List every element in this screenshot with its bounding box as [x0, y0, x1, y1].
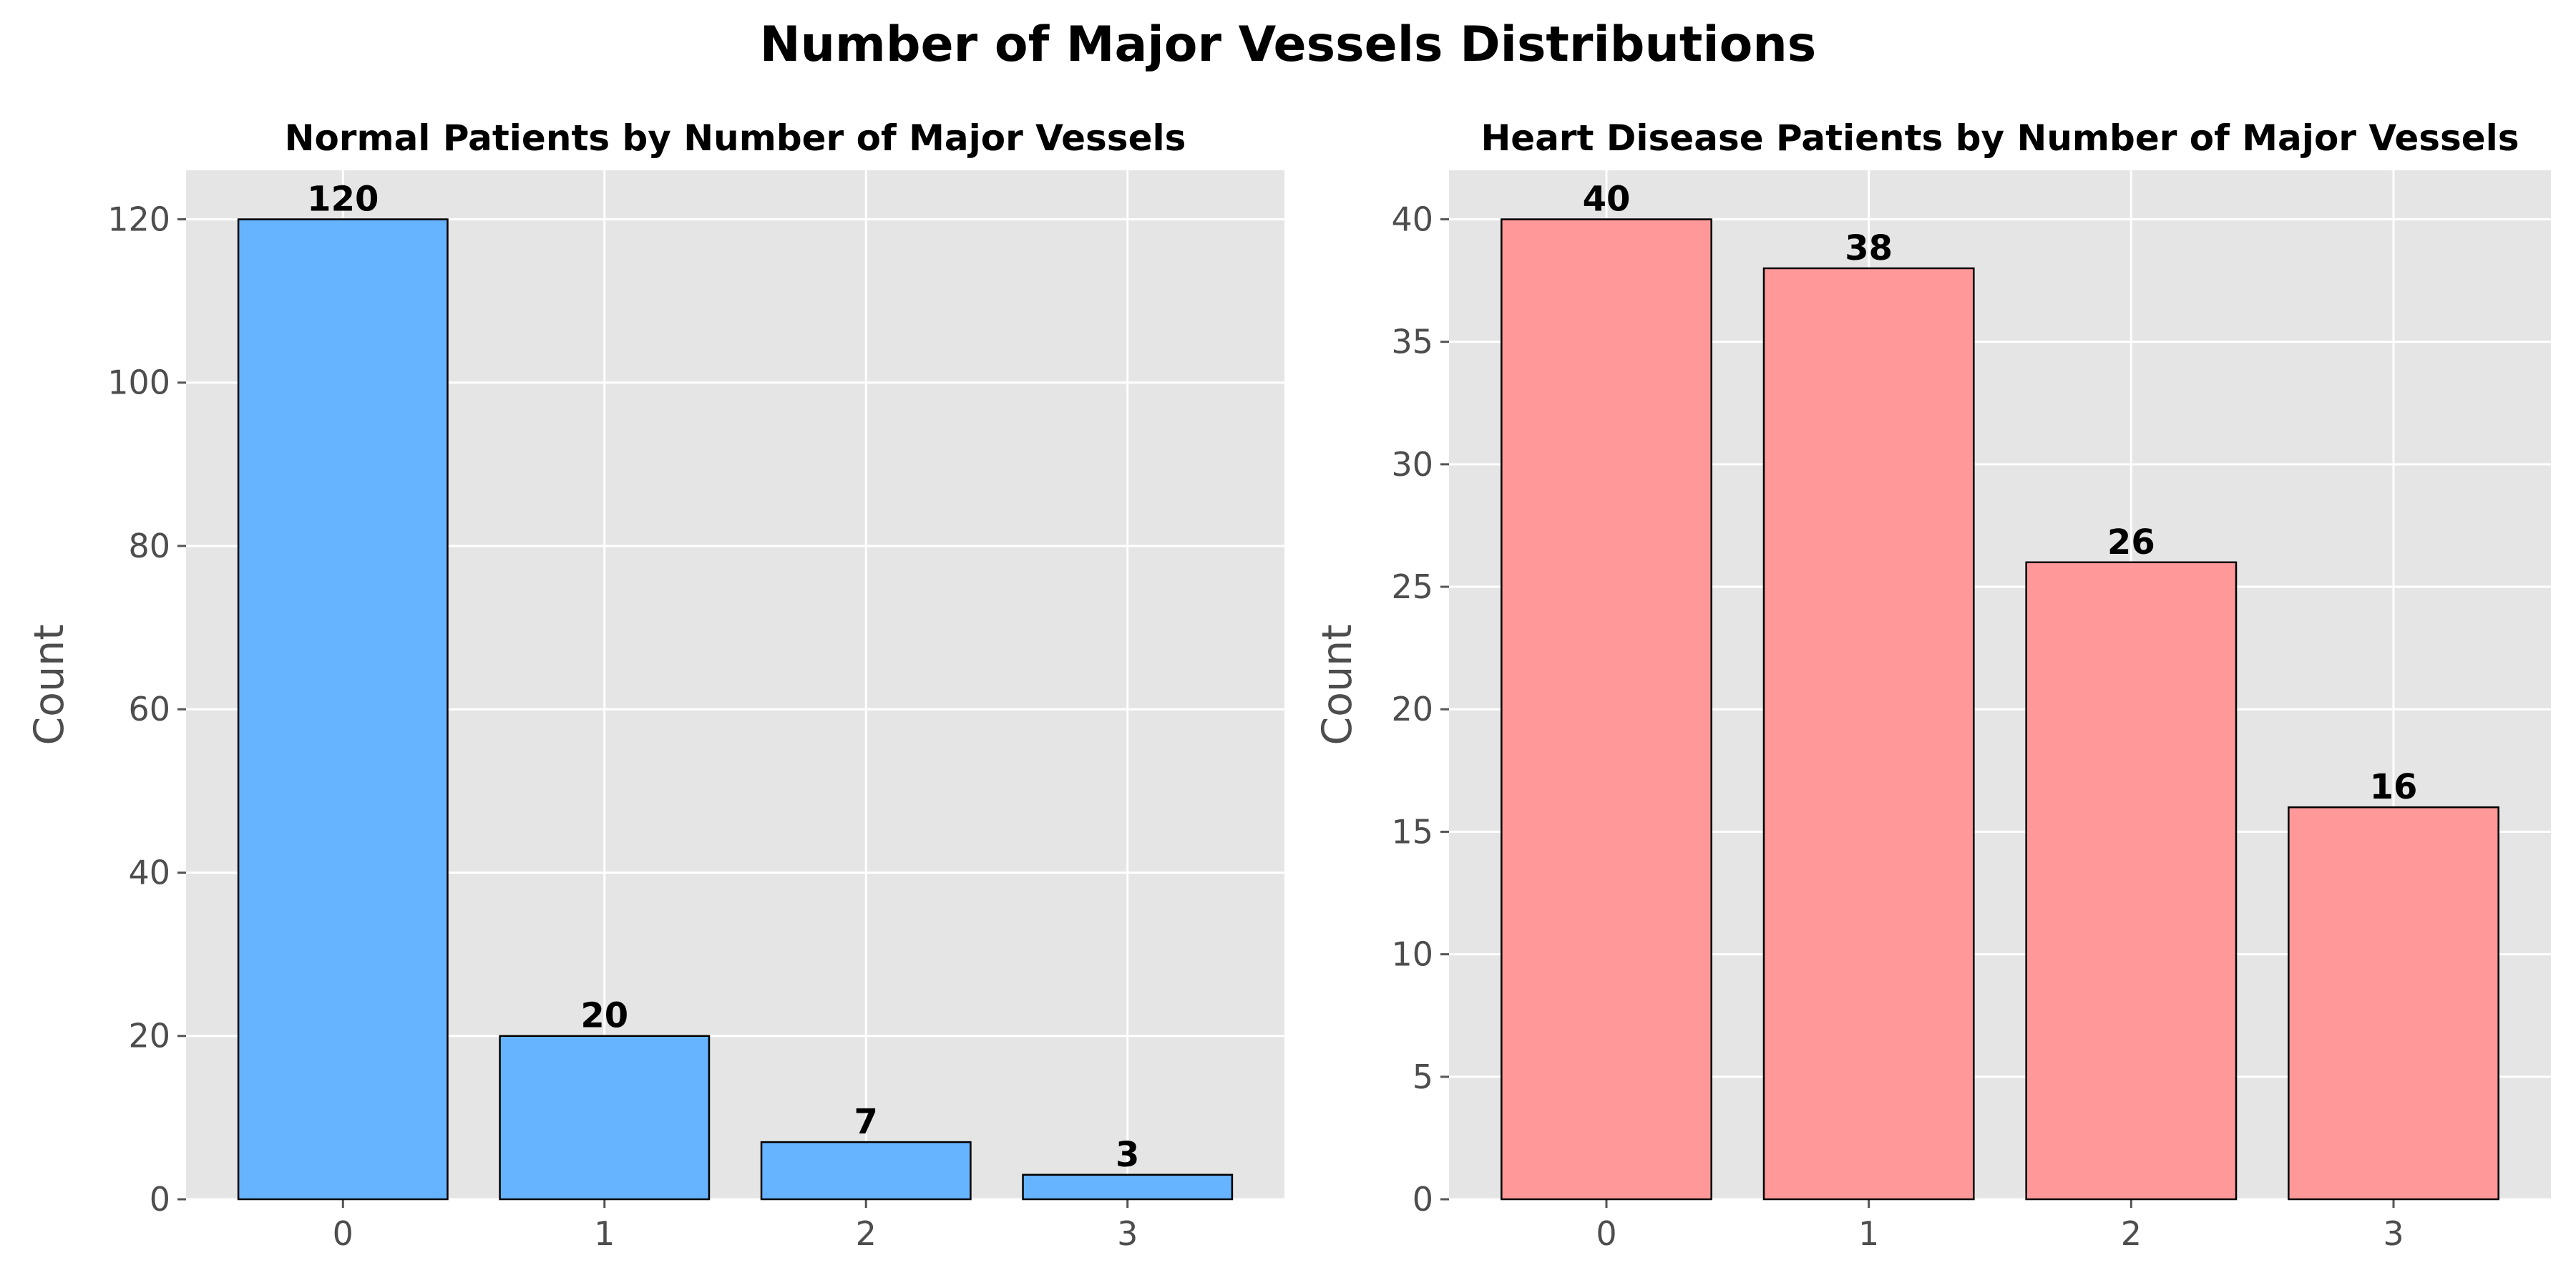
heart-disease-y-tick-label: 20 [1391, 690, 1433, 728]
heart-disease-bar-2 [2025, 561, 2238, 1201]
heart-disease-y-tick-label: 35 [1391, 323, 1433, 361]
heart-disease-bar-0 [1501, 218, 1712, 1201]
heart-disease-bar-value-label: 16 [2370, 767, 2418, 807]
heart-disease-bar-3 [2288, 806, 2499, 1201]
heart-disease-x-tick-label: 3 [2383, 1214, 2404, 1253]
chart-panel-heart-disease: 0 5 10 15 20 25 30 35 40 0 1 2 3 40 38 26 16 Heart Diseas… [1314, 117, 2551, 1253]
normal-bar-value-label: 20 [580, 996, 628, 1036]
normal-x-tick-label: 1 [594, 1214, 615, 1253]
normal-y-axis-label: Count [26, 624, 73, 745]
heart-disease-y-tick-label: 0 [1413, 1180, 1433, 1219]
normal-x-tick-label: 3 [1117, 1214, 1138, 1253]
normal-bar-3 [1022, 1174, 1234, 1201]
normal-chart-title: Normal Patients by Number of Major Vesse… [285, 117, 1186, 159]
heart-disease-y-axis-label: Count [1314, 624, 1361, 745]
normal-bar-2 [760, 1141, 972, 1201]
heart-disease-x-tick-label: 0 [1596, 1214, 1616, 1253]
heart-disease-y-tick-label: 5 [1413, 1058, 1433, 1096]
heart-disease-bar-value-label: 38 [1845, 228, 1893, 268]
heart-disease-y-tick-label: 10 [1391, 935, 1433, 974]
heart-disease-y-tick-label: 25 [1391, 567, 1433, 606]
normal-x-tick-label: 2 [856, 1214, 877, 1253]
normal-y-tick-label: 20 [128, 1017, 170, 1055]
normal-bar-value-label: 120 [307, 179, 379, 219]
normal-bar-1 [499, 1035, 711, 1201]
heart-disease-x-tick-label: 2 [2121, 1214, 2142, 1253]
heart-disease-bar-value-label: 40 [1583, 179, 1631, 219]
chart-panel-normal: 0 20 40 60 80 100 120 0 1 2 3 120 20 7 3 Normal Patient… [26, 117, 1284, 1253]
heart-disease-y-tick-label: 30 [1391, 445, 1433, 484]
normal-y-tick-label: 60 [128, 690, 170, 728]
normal-x-tick-label: 0 [333, 1214, 353, 1253]
heart-disease-x-tick-label: 1 [1858, 1214, 1879, 1253]
heart-disease-y-tick-label: 15 [1391, 812, 1433, 851]
heart-disease-y-tick-label: 40 [1391, 200, 1433, 238]
heart-disease-bar-1 [1762, 267, 1975, 1201]
normal-bar-value-label: 3 [1116, 1135, 1139, 1175]
normal-y-tick-label: 80 [128, 527, 170, 565]
heart-disease-chart-title: Heart Disease Patients by Number of Majo… [1480, 117, 2519, 159]
normal-bar-value-label: 7 [854, 1102, 878, 1142]
normal-y-tick-label: 120 [107, 200, 170, 238]
normal-y-tick-label: 40 [128, 853, 170, 892]
heart-disease-bar-value-label: 26 [2107, 522, 2155, 562]
normal-bar-0 [237, 218, 449, 1201]
normal-y-tick-label: 0 [150, 1180, 170, 1219]
normal-y-tick-label: 100 [107, 364, 170, 402]
figure-title: Number of Major Vessels Distributions [760, 16, 1817, 73]
